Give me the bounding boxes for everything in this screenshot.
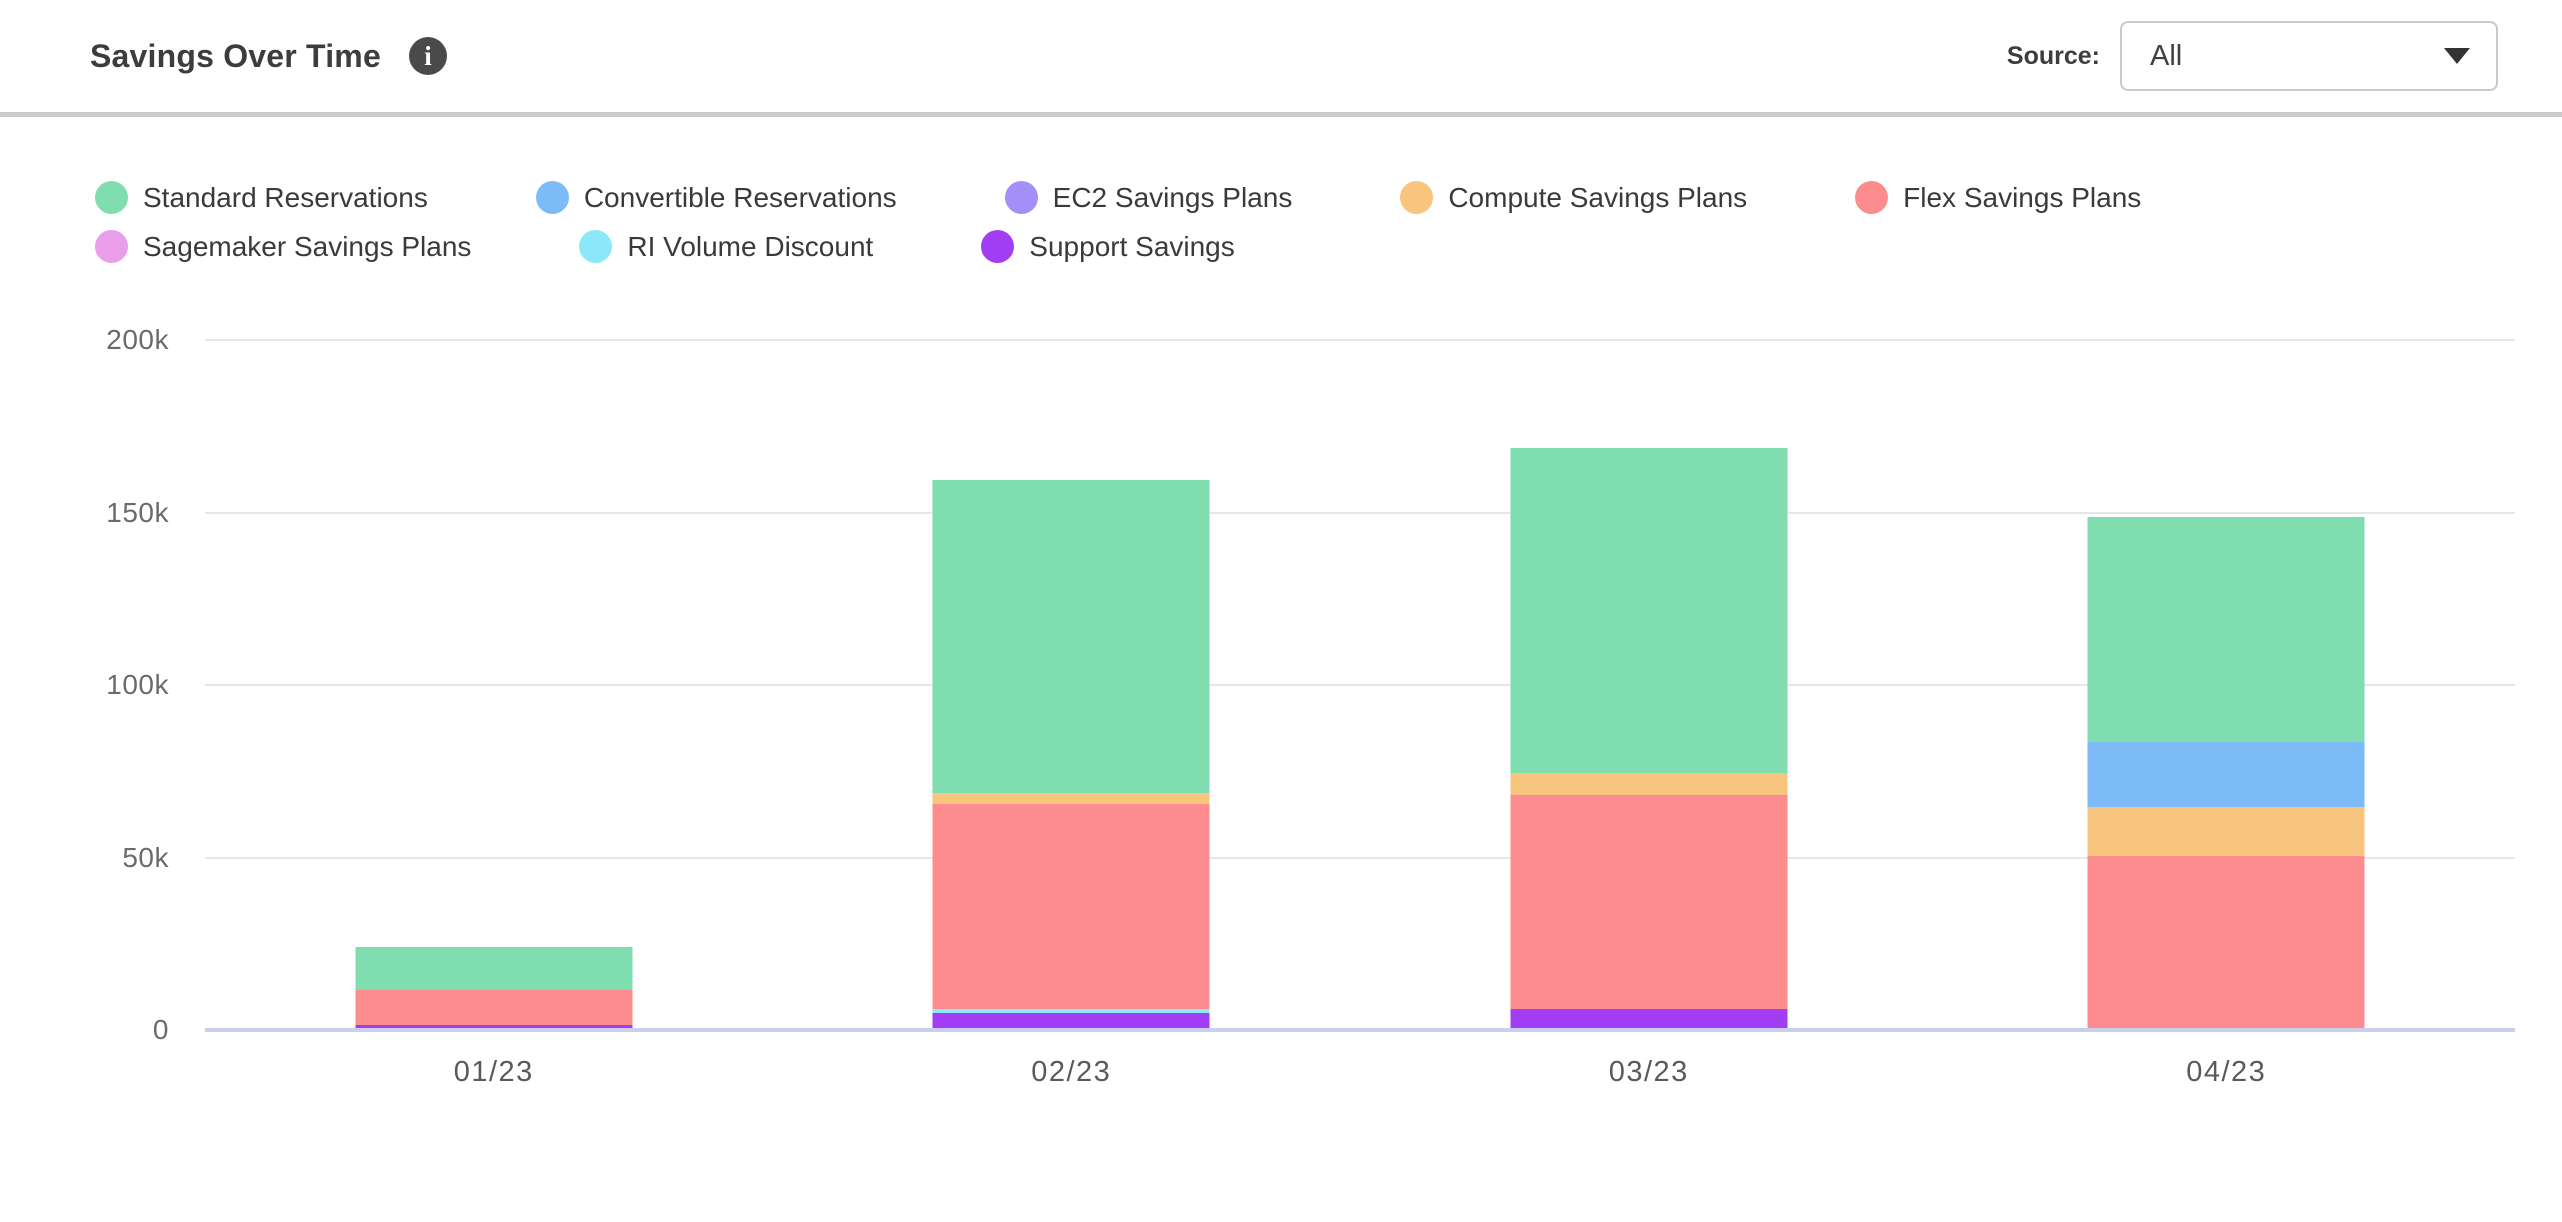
legend-item-support-savings[interactable]: Support Savings xyxy=(981,230,1235,263)
y-tick-label: 150k xyxy=(106,496,169,528)
bar-segment-compute-savings-plans[interactable] xyxy=(2087,807,2365,856)
legend-item-ri-volume-discount[interactable]: RI Volume Discount xyxy=(579,230,873,263)
bar-04-23 xyxy=(2087,517,2365,1028)
source-label: Source: xyxy=(2006,41,2100,70)
legend-label: EC2 Savings Plans xyxy=(1052,181,1293,213)
legend-label: Standard Reservations xyxy=(143,181,428,213)
bar-02-23 xyxy=(932,479,1210,1028)
legend-label: Flex Savings Plans xyxy=(1903,181,2142,213)
x-tick-label: 01/23 xyxy=(453,1056,534,1088)
source-select-value: All xyxy=(2150,39,2183,72)
info-circle-icon[interactable]: i xyxy=(408,37,447,75)
bar-segment-convertible-reservations[interactable] xyxy=(2087,741,2365,808)
gridline xyxy=(205,684,2515,686)
bar-segment-standard-reservations[interactable] xyxy=(355,946,633,990)
bar-segment-compute-savings-plans[interactable] xyxy=(932,793,1210,804)
y-tick-label: 50k xyxy=(122,841,169,873)
legend-label: RI Volume Discount xyxy=(627,230,874,262)
bar-segment-flex-savings-plans[interactable] xyxy=(932,803,1210,1009)
bar-segment-support-savings[interactable] xyxy=(1510,1009,1788,1028)
bar-segment-compute-savings-plans[interactable] xyxy=(1510,772,1788,796)
bar-03-23 xyxy=(1510,448,1788,1028)
legend-item-ec2-savings-plans[interactable]: EC2 Savings Plans xyxy=(1004,181,1293,214)
legend-dot-icon xyxy=(981,230,1015,263)
source-select[interactable]: All xyxy=(2120,21,2498,91)
gridline xyxy=(205,511,2515,514)
bar-segment-flex-savings-plans[interactable] xyxy=(1510,795,1788,1009)
legend-item-flex-savings-plans[interactable]: Flex Savings Plans xyxy=(1855,181,2141,214)
chart-legend: Standard Reservations Convertible Reserva… xyxy=(95,181,2502,263)
legend-row-2: Sagemaker Savings Plans RI Volume Discoun… xyxy=(95,230,2502,263)
title-row: Savings Over Time i xyxy=(90,37,447,75)
bar-segment-support-savings[interactable] xyxy=(932,1012,1210,1028)
legend-item-standard-reservations[interactable]: Standard Reservations xyxy=(95,181,428,214)
bar-segment-standard-reservations[interactable] xyxy=(932,479,1210,794)
x-tick-label: 03/23 xyxy=(1608,1056,1689,1088)
legend-dot-icon xyxy=(95,230,128,263)
page-title: Savings Over Time xyxy=(90,37,381,74)
x-tick-label: 04/23 xyxy=(2186,1056,2267,1088)
bar-segment-standard-reservations[interactable] xyxy=(2087,517,2365,742)
y-tick-label: 200k xyxy=(106,324,169,355)
gridline xyxy=(205,339,2515,341)
legend-dot-icon xyxy=(1855,181,1889,214)
x-axis-line xyxy=(205,1028,2515,1032)
legend-label: Support Savings xyxy=(1029,230,1235,262)
x-axis-labels: 01/23 02/23 03/23 04/23 xyxy=(205,1056,2515,1089)
y-tick-label: 0 xyxy=(152,1014,169,1045)
legend-dot-icon xyxy=(535,181,569,214)
bar-segment-flex-savings-plans[interactable] xyxy=(355,990,633,1025)
bar-segment-support-savings[interactable] xyxy=(355,1024,633,1028)
legend-dot-icon xyxy=(1004,181,1038,214)
legend-label: Compute Savings Plans xyxy=(1448,181,1748,213)
bar-segment-standard-reservations[interactable] xyxy=(1510,448,1788,773)
legend-row-1: Standard Reservations Convertible Reserva… xyxy=(95,181,2502,214)
legend-label: Sagemaker Savings Plans xyxy=(143,230,472,262)
bar-segment-ri-volume-discount[interactable] xyxy=(932,1009,1210,1013)
bar-segment-flex-savings-plans[interactable] xyxy=(2087,855,2365,1028)
caret-down-icon xyxy=(2444,48,2470,64)
bar-01-23 xyxy=(355,946,633,1028)
y-tick-label: 100k xyxy=(106,669,169,700)
gridline xyxy=(205,856,2515,859)
chart-plot: 200k 150k 100k 50k 0 xyxy=(106,324,2515,1045)
legend-item-convertible-reservations[interactable]: Convertible Reservations xyxy=(535,181,897,214)
legend-label: Convertible Reservations xyxy=(583,181,897,213)
legend-item-sagemaker-savings-plans[interactable]: Sagemaker Savings Plans xyxy=(95,230,471,263)
legend-dot-icon xyxy=(1400,181,1434,214)
x-tick-label: 02/23 xyxy=(1031,1056,1112,1088)
source-control: Source: All xyxy=(2007,21,2498,91)
header: Savings Over Time i Source: All xyxy=(0,0,2562,117)
legend-dot-icon xyxy=(95,181,128,214)
legend-dot-icon xyxy=(579,230,613,263)
legend-item-compute-savings-plans[interactable]: Compute Savings Plans xyxy=(1400,181,1747,214)
